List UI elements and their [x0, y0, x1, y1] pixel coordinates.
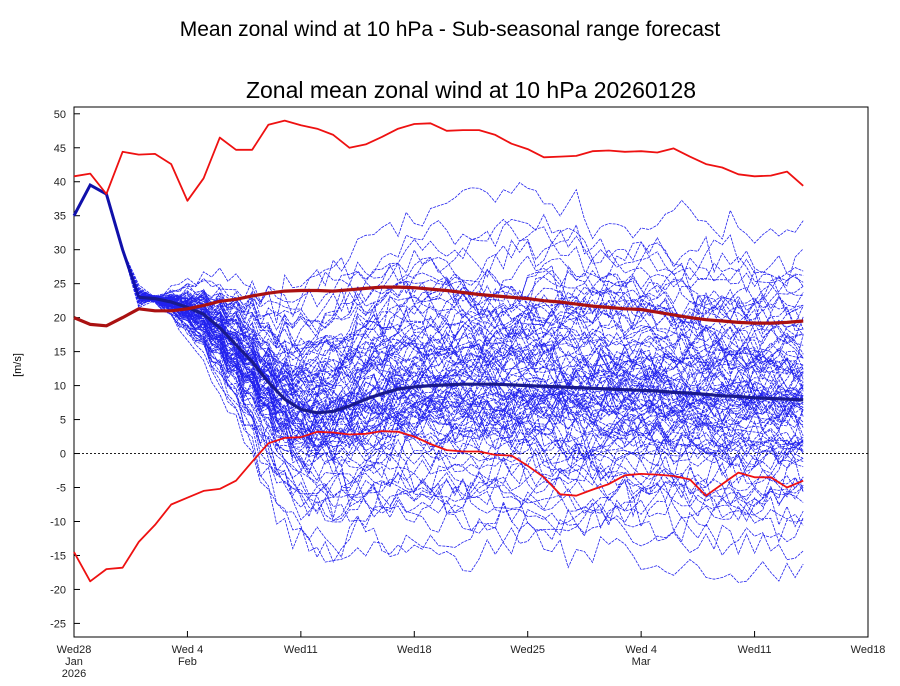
chart-title: Zonal mean zonal wind at 10 hPa 20260128 — [245, 77, 697, 103]
x-tick-label: Wed18 — [397, 644, 432, 656]
ensemble-member-line — [73, 184, 804, 522]
y-tick-label: 10 — [54, 381, 66, 393]
y-tick-label: 50 — [54, 109, 66, 121]
x-tick-label: Jan — [65, 656, 83, 668]
ensemble-member-line — [73, 184, 804, 495]
climatological-maximum-line — [73, 119, 804, 202]
ensemble-member-line — [73, 184, 804, 528]
ensemble-member-line — [73, 184, 804, 348]
y-tick-label: -20 — [50, 584, 66, 596]
ensemble-member-line — [73, 184, 804, 357]
ensemble-mean-line — [138, 295, 804, 415]
ensemble-member-line — [73, 184, 804, 403]
x-tick-label: Wed11 — [284, 644, 318, 656]
analysis-line — [72, 183, 141, 298]
ensemble-member-line — [73, 184, 804, 424]
ensemble-member-line — [73, 184, 804, 318]
ensemble-member-line — [73, 184, 804, 376]
ensemble-member-line — [73, 184, 804, 349]
ensemble-member-line — [73, 184, 804, 457]
ensemble-member-line — [73, 184, 804, 422]
ensemble-member-line — [73, 184, 804, 346]
y-tick-label: 15 — [54, 347, 66, 359]
ensemble-member-line — [73, 184, 804, 469]
x-tick-label: Wed18 — [851, 644, 886, 656]
ensemble-member-line — [73, 184, 804, 583]
ensemble-member-line — [73, 184, 804, 435]
y-tick-label: 40 — [54, 177, 66, 189]
ensemble-member-line — [73, 184, 804, 356]
ensemble-member-line — [73, 184, 804, 537]
climatological-mean-line — [73, 285, 804, 328]
ensemble-member-line — [73, 184, 804, 409]
ensemble-member-line — [73, 184, 804, 329]
ensemble-member-line — [73, 184, 804, 490]
ensemble-member-line — [73, 184, 804, 544]
ensemble-member-line — [73, 184, 804, 389]
y-tick-label: -10 — [50, 516, 66, 528]
y-tick-label: -25 — [50, 618, 66, 630]
summary-series — [73, 119, 804, 583]
page-title: Mean zonal wind at 10 hPa - Sub-seasonal… — [179, 18, 721, 41]
ensemble-member-line — [73, 184, 804, 464]
x-tick-label: Feb — [178, 656, 197, 668]
ensemble-member-line — [73, 184, 804, 415]
x-tick-label: Wed28 — [57, 644, 92, 656]
ensemble-member-line — [73, 184, 804, 543]
ensemble-member-line — [73, 184, 804, 374]
ensemble-member-line — [73, 184, 804, 441]
ensemble-member-line — [73, 184, 804, 391]
ensemble-member-line — [73, 184, 804, 431]
ensemble-member-line — [73, 184, 804, 451]
ensemble-member-line — [73, 184, 804, 459]
ensemble-member-line — [73, 184, 804, 425]
ensemble-member-line — [73, 184, 804, 527]
y-tick-label: 20 — [54, 313, 66, 325]
y-tick-label: 5 — [60, 415, 66, 427]
ensemble-member-line — [73, 184, 804, 474]
ensemble-member-line — [73, 184, 804, 381]
ensemble-member-line — [73, 184, 804, 328]
y-tick-label: 30 — [54, 245, 66, 257]
ensemble-member-line — [73, 184, 804, 508]
ensemble-member-line — [73, 184, 804, 427]
ensemble-member-line — [73, 184, 804, 467]
ensemble-member-line — [73, 184, 804, 377]
plot-frame — [73, 106, 869, 638]
ensemble-member-line — [73, 184, 804, 476]
ensemble-member-line — [73, 182, 804, 303]
y-tick-label: 45 — [54, 143, 66, 155]
ensemble-members — [72, 182, 804, 583]
x-tick-label: Wed 4 — [172, 644, 204, 656]
ensemble-member-line — [73, 184, 804, 457]
ensemble-member-line — [73, 184, 804, 417]
ensemble-member-line — [73, 184, 804, 518]
ensemble-member-line — [73, 184, 804, 383]
y-tick-label: -5 — [56, 483, 66, 495]
y-tick-label: -15 — [50, 550, 66, 562]
ensemble-member-line — [73, 184, 804, 389]
x-tick-label: Mar — [632, 656, 651, 668]
ensemble-member-line — [73, 184, 804, 465]
x-tick-label: Wed11 — [738, 644, 772, 656]
ensemble-member-line — [73, 184, 804, 563]
y-tick-label: 0 — [60, 449, 66, 461]
x-tick-label: Wed25 — [510, 644, 545, 656]
ensemble-member-line — [73, 184, 804, 337]
ensemble-member-line — [73, 184, 804, 469]
ensemble-member-line — [73, 184, 804, 558]
x-tick-label: 2026 — [62, 668, 86, 680]
ensemble-member-line — [73, 184, 804, 440]
x-tick-label: Wed 4 — [625, 644, 657, 656]
climatological-minimum-line — [73, 430, 804, 583]
y-tick-label: 25 — [54, 279, 66, 291]
ensemble-member-line — [73, 184, 804, 523]
ensemble-member-line — [73, 184, 804, 522]
y-tick-label: 35 — [54, 211, 66, 223]
